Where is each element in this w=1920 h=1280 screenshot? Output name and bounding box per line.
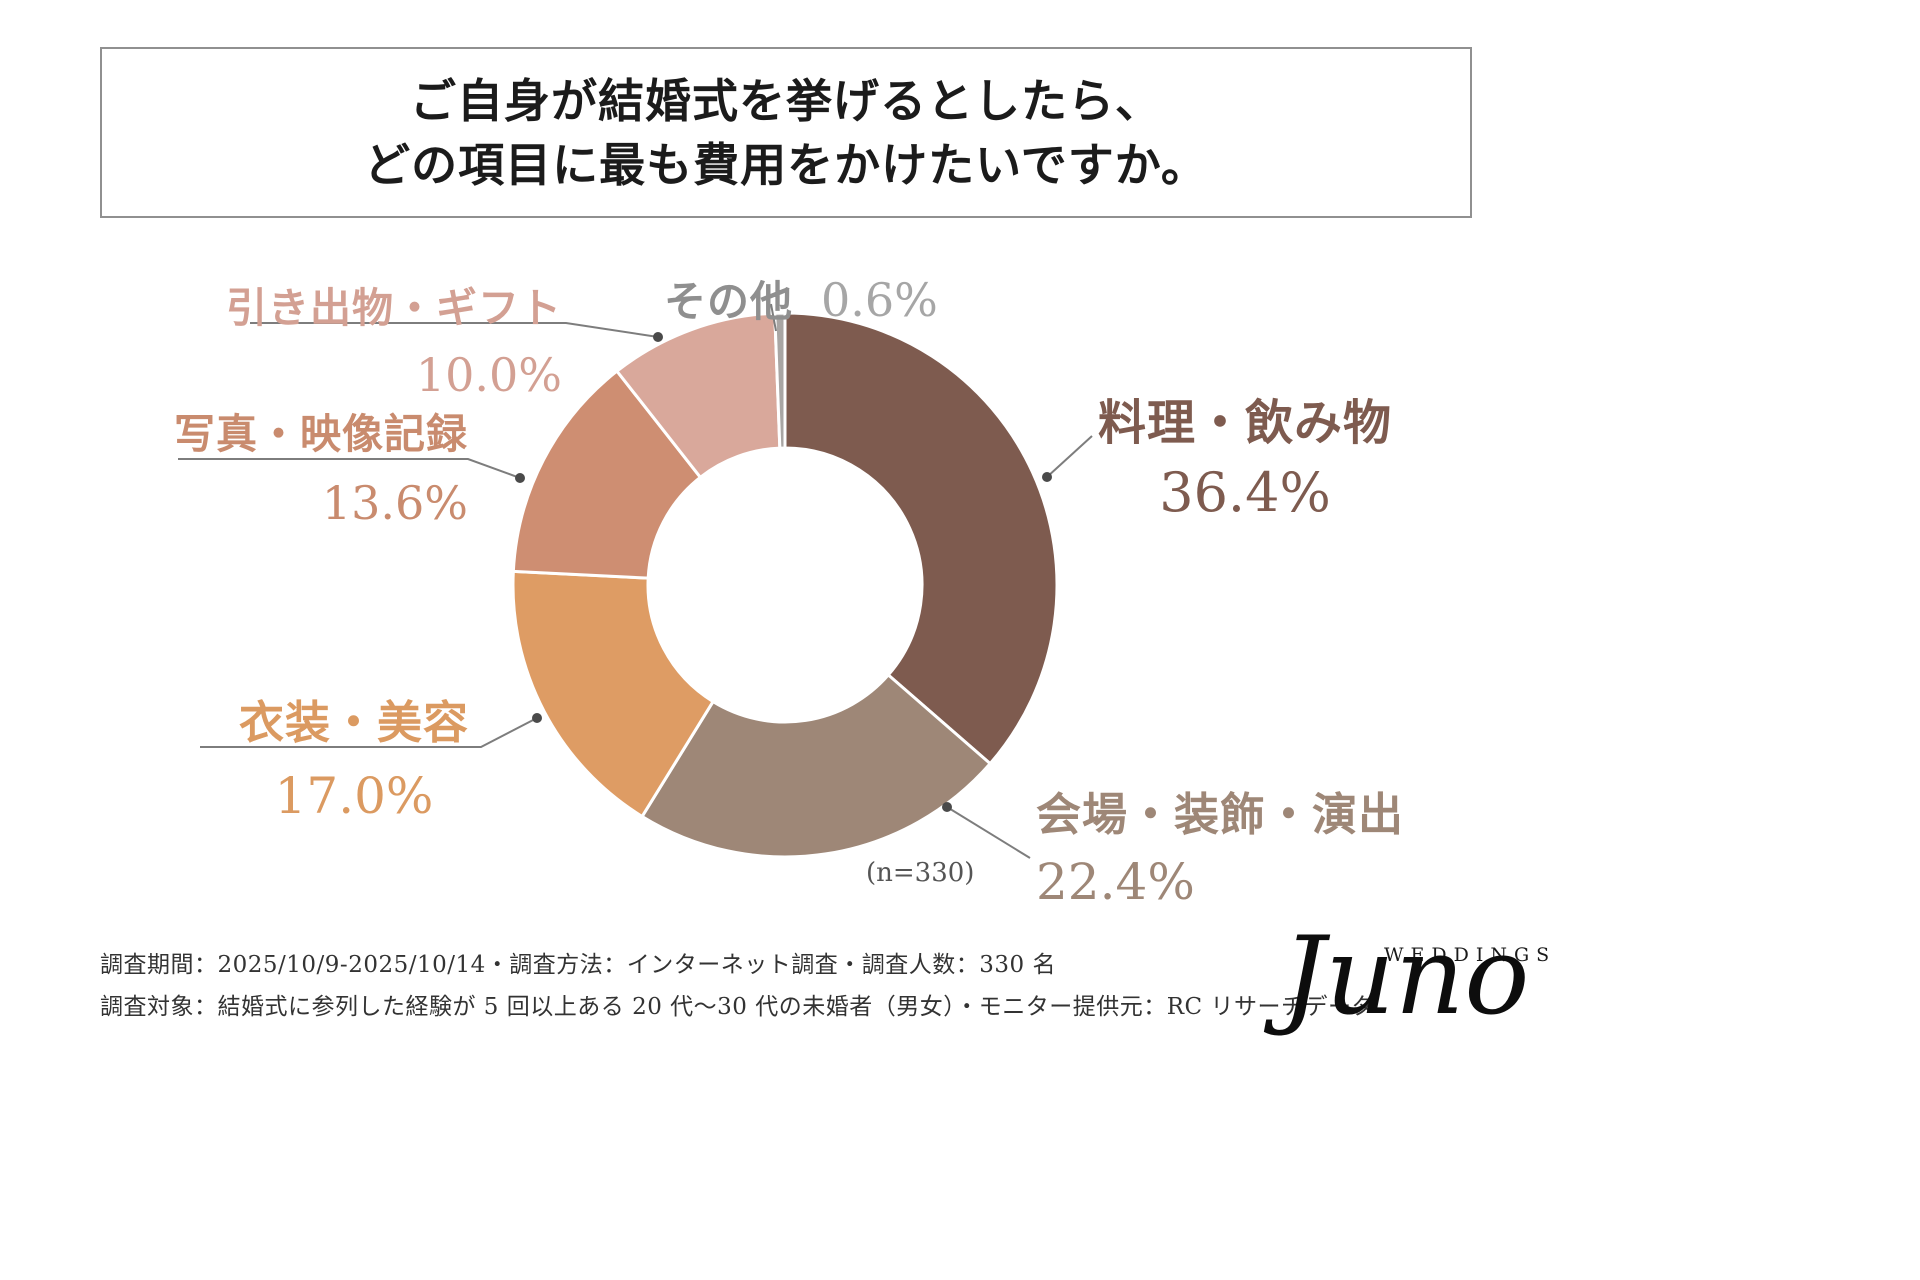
label-photo-video-value: 13.6% bbox=[321, 476, 468, 530]
survey-footnote-line1: 調査期間：2025/10/9-2025/10/14・調査方法：インターネット調査… bbox=[100, 952, 1056, 978]
survey-footnote-line2: 調査対象：結婚式に参列した経験が 5 回以上ある 20 代〜30 代の未婚者（男… bbox=[100, 994, 1375, 1020]
leader-dot-food-drink bbox=[1042, 472, 1052, 482]
label-food-drink-name: 料理・飲み物 bbox=[1097, 395, 1392, 451]
label-venue-decor-name: 会場・装飾・演出 bbox=[1036, 788, 1405, 841]
donut-slice-2 bbox=[511, 569, 715, 818]
donut-slice-0 bbox=[783, 311, 1059, 766]
logo-weddings-text: WEDDINGS bbox=[1384, 944, 1557, 966]
donut-slice-1 bbox=[640, 673, 992, 859]
label-costume-beauty: 衣装・美容 17.0% bbox=[236, 686, 472, 825]
label-photo-video-name: 写真・映像記録 bbox=[174, 410, 468, 458]
leader-line-venue bbox=[946, 806, 1031, 859]
label-photo-video: 写真・映像記録 13.6% bbox=[168, 400, 468, 530]
leader-dot-gifts bbox=[653, 332, 663, 342]
label-gifts: 引き出物・ギフト 10.0% bbox=[218, 274, 562, 402]
label-food-drink-value: 36.4% bbox=[1159, 461, 1331, 524]
donut-slice-3 bbox=[511, 369, 702, 580]
page-title-line2: どの項目に最も費用をかけたいですか。 bbox=[364, 137, 1208, 192]
title-box: ご自身が結婚式を挙げるとしたら、 どの項目に最も費用をかけたいですか。 bbox=[100, 47, 1472, 218]
label-venue-decor: 会場・装飾・演出 22.4% bbox=[1036, 778, 1436, 911]
sample-size-note: (n=330) bbox=[866, 858, 975, 888]
leader-dot-photo bbox=[515, 473, 525, 483]
donut-slice-5 bbox=[773, 311, 787, 450]
leader-dot-venue bbox=[942, 802, 952, 812]
label-other: その他 0.6% bbox=[664, 268, 938, 329]
label-costume-beauty-name: 衣装・美容 bbox=[238, 696, 469, 749]
label-food-drink: 料理・飲み物 36.4% bbox=[1085, 383, 1405, 524]
label-costume-beauty-value: 17.0% bbox=[274, 767, 434, 825]
survey-footnote: 調査期間：2025/10/9-2025/10/14・調査方法：インターネット調査… bbox=[100, 944, 1375, 1028]
label-gifts-name: 引き出物・ギフト bbox=[226, 284, 562, 332]
page-title-line1: ご自身が結婚式を挙げるとしたら、 bbox=[410, 73, 1162, 128]
donut-slices bbox=[511, 311, 1059, 859]
label-gifts-value: 10.0% bbox=[415, 348, 562, 402]
label-other-name: その他 bbox=[664, 277, 794, 326]
leader-dot-costume bbox=[532, 713, 542, 723]
label-other-value: 0.6% bbox=[821, 273, 938, 327]
logo-juno-wordmark: Juno bbox=[1282, 914, 1530, 1039]
donut-slice-4 bbox=[615, 311, 782, 479]
label-venue-decor-value: 22.4% bbox=[1036, 853, 1195, 911]
